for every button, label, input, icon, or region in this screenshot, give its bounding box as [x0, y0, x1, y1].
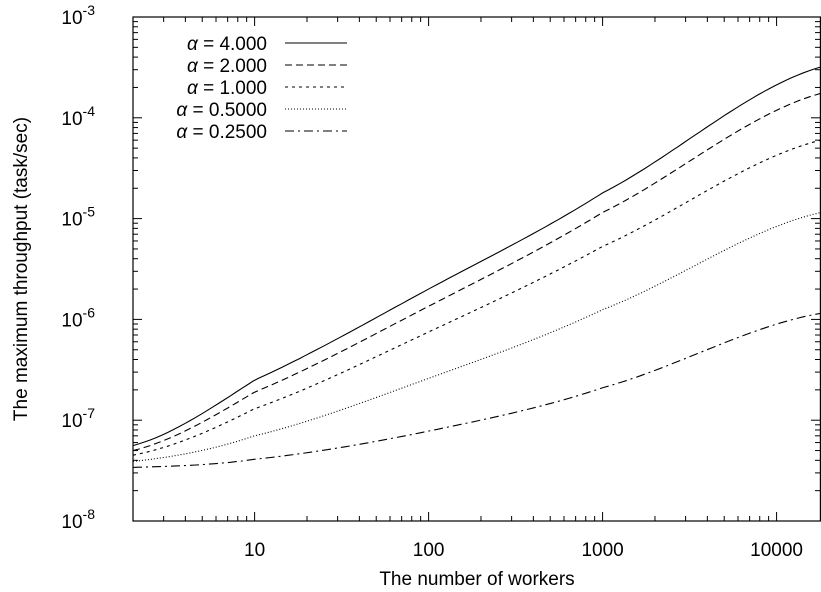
y-tick-label: 10-5: [61, 204, 95, 231]
legend-label-4: α = 0.2500: [176, 122, 267, 143]
y-tick-label: 10-7: [61, 405, 95, 432]
y-tick-label: 10-6: [61, 304, 95, 331]
legend-label-1: α = 2.000: [187, 56, 267, 77]
ticks-layer: 10 100 1000 10000 10-8 10-7 10-6 10-5 10-4 10-3: [61, 2, 820, 561]
plot-frame: [132, 16, 821, 522]
y-tick-label: 10-8: [61, 506, 95, 533]
y-axis-label: The maximum throughput (task/sec): [11, 117, 32, 421]
y-tick-label: 10-3: [61, 2, 95, 29]
x-tick-label: 1000: [581, 540, 623, 561]
x-tick-label: 10: [244, 540, 265, 561]
legend-label-3: α = 0.5000: [176, 100, 267, 121]
series-layer: [132, 66, 821, 468]
series-line-1: [132, 92, 821, 452]
legend-label-0: α = 4.000: [187, 34, 267, 55]
x-tick-label: 10000: [750, 540, 803, 561]
series-line-4: [132, 312, 821, 468]
y-tick-label: 10-4: [61, 103, 95, 130]
series-line-0: [132, 66, 821, 447]
x-axis-label: The number of workers: [379, 569, 574, 590]
series-line-2: [132, 139, 821, 456]
series-line-3: [132, 211, 821, 462]
legend-label-2: α = 1.000: [187, 78, 267, 99]
x-tick-label: 100: [413, 540, 445, 561]
